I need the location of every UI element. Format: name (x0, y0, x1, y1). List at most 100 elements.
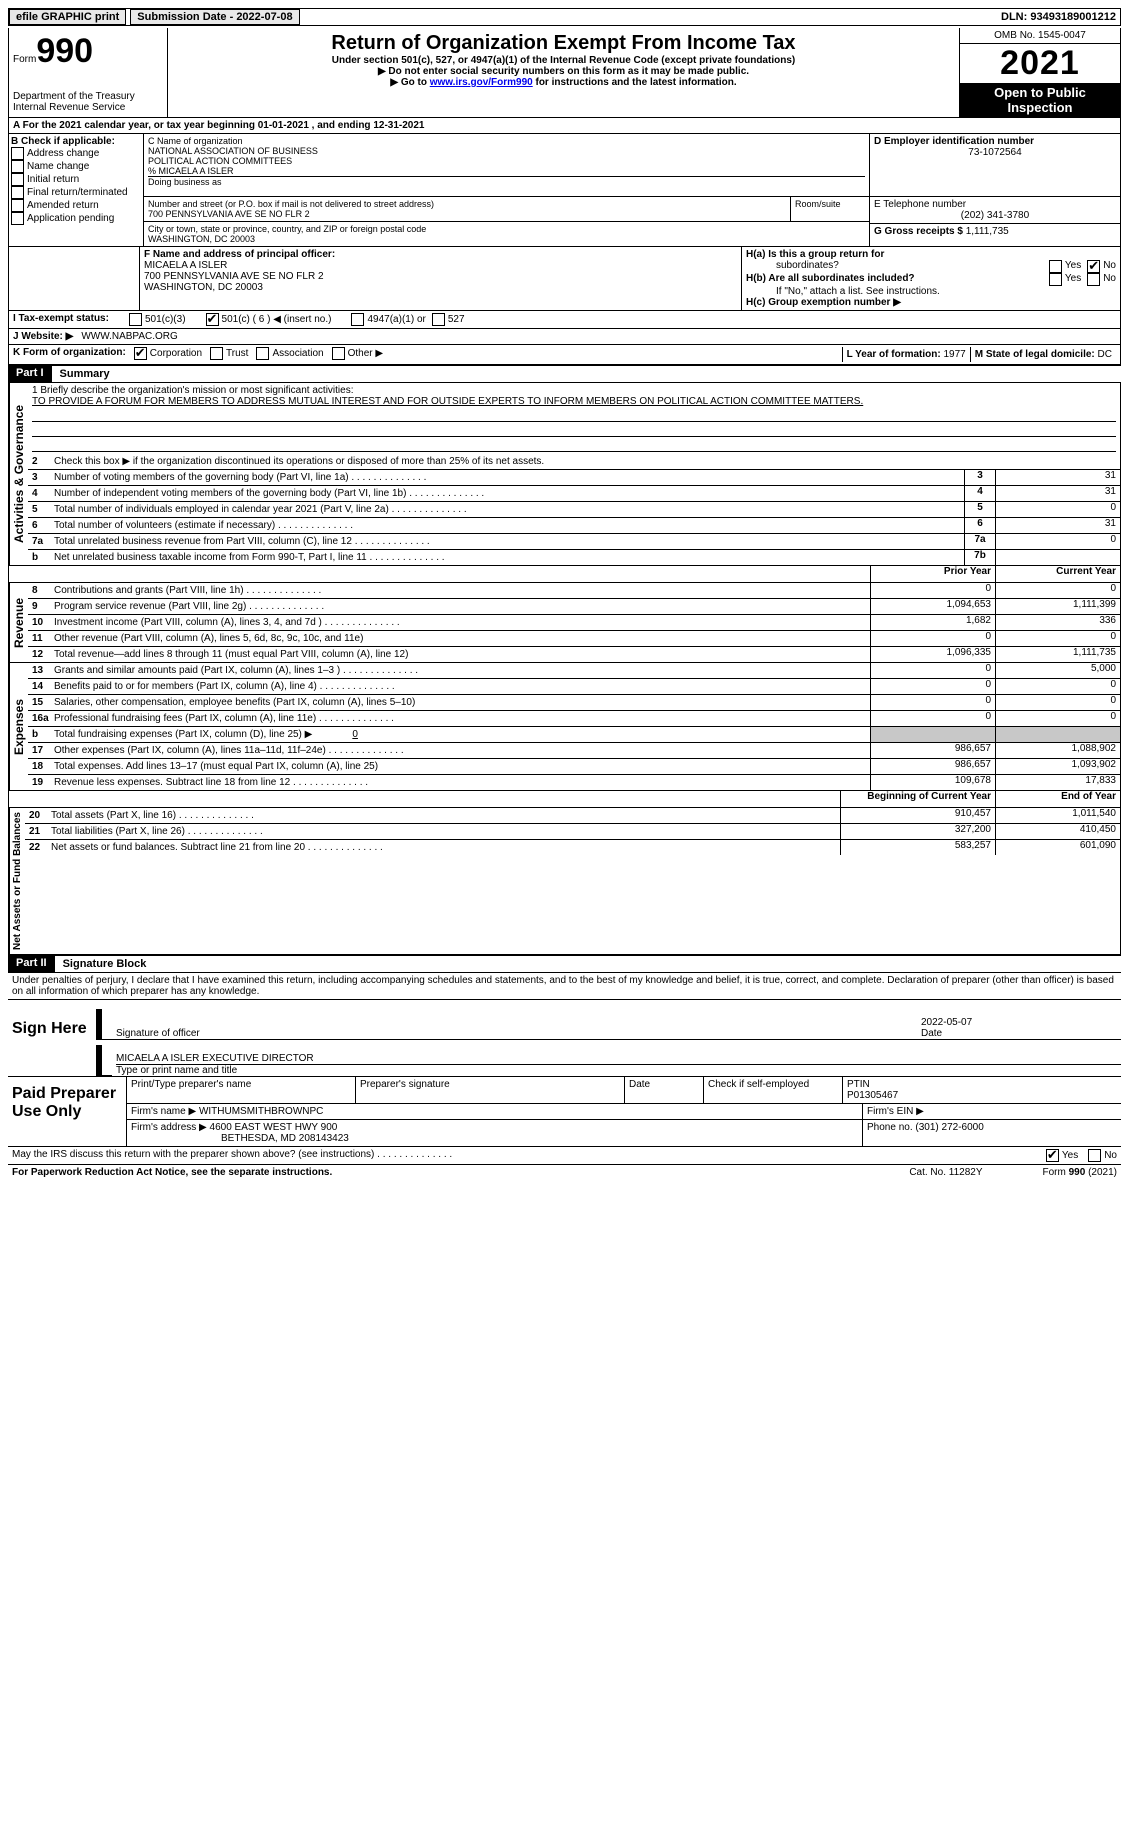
revenue-tab: Revenue (9, 583, 28, 662)
yes-label: Yes (1065, 260, 1081, 273)
hc-label: H(c) Group exemption number ▶ (746, 297, 1116, 308)
l16b-val: 0 (312, 729, 398, 740)
expenses-tab: Expenses (9, 663, 28, 790)
b-item: Name change (27, 161, 89, 172)
no-label: No (1103, 273, 1116, 286)
discuss-row: May the IRS discuss this return with the… (8, 1147, 1121, 1165)
c-name-label: C Name of organization (148, 136, 865, 146)
l11: Other revenue (Part VIII, column (A), li… (54, 633, 866, 644)
klm-row: K Form of organization: Corporation Trus… (8, 345, 1121, 365)
page-footer: For Paperwork Reduction Act Notice, see … (8, 1165, 1121, 1180)
line5: Total number of individuals employed in … (54, 504, 960, 515)
activities-section: Activities & Governance 1 Briefly descri… (8, 383, 1121, 565)
p19: 109,678 (870, 775, 995, 790)
i-527: 527 (448, 314, 465, 325)
p9: 1,094,653 (870, 599, 995, 614)
paid-preparer-block: Paid Preparer Use Only Print/Type prepar… (8, 1077, 1121, 1147)
pp-sig-label: Preparer's signature (355, 1077, 624, 1103)
sign-here-label: Sign Here (8, 1000, 96, 1076)
v6: 31 (995, 518, 1120, 533)
street-value: 700 PENNSYLVANIA AVE SE NO FLR 2 (148, 209, 786, 219)
line7a: Total unrelated business revenue from Pa… (54, 536, 960, 547)
g-label: G Gross receipts $ (874, 226, 963, 237)
l16b: Total fundraising expenses (Part IX, col… (54, 729, 312, 740)
c11: 0 (995, 631, 1120, 646)
sig-officer-label: Signature of officer (112, 1028, 921, 1040)
mission-label: 1 Briefly describe the organization's mi… (32, 385, 1116, 396)
dba-label: Doing business as (148, 176, 865, 187)
omb: OMB No. 1545-0047 (960, 28, 1120, 44)
l13: Grants and similar amounts paid (Part IX… (54, 665, 866, 676)
form-subtitle: Under section 501(c), 527, or 4947(a)(1)… (172, 55, 955, 66)
ptin-value: P01305467 (847, 1090, 1117, 1101)
ptin-label: PTIN (847, 1079, 1117, 1090)
line4: Number of independent voting members of … (54, 488, 960, 499)
eoy-hdr: End of Year (995, 791, 1120, 807)
firm-name: WITHUMSMITHBROWNPC (199, 1106, 323, 1117)
net-cols-header: X Beginning of Current Year End of Year (8, 791, 1121, 808)
l12: Total revenue—add lines 8 through 11 (mu… (54, 649, 866, 660)
p8: 0 (870, 583, 995, 598)
c12: 1,111,735 (995, 647, 1120, 662)
p13: 0 (870, 663, 995, 678)
net-tab: Net Assets or Fund Balances (9, 808, 25, 954)
c17: 1,088,902 (995, 743, 1120, 758)
v7b (995, 550, 1120, 565)
boy-hdr: Beginning of Current Year (840, 791, 995, 807)
irs-label: Internal Revenue Service (13, 102, 163, 113)
e22: 601,090 (995, 840, 1120, 855)
pra-notice: For Paperwork Reduction Act Notice, see … (12, 1167, 332, 1178)
officer-addr1: 700 PENNSYLVANIA AVE SE NO FLR 2 (144, 271, 737, 282)
phone-value: (202) 341-3780 (874, 210, 1116, 221)
e21: 410,450 (995, 824, 1120, 839)
part1-label: Part I (8, 365, 52, 383)
pp-self-emp: Check if self-employed (708, 1079, 809, 1090)
v4: 31 (995, 486, 1120, 501)
b-item: Final return/terminated (27, 187, 128, 198)
firm-addr1: 4600 EAST WEST HWY 900 (210, 1122, 338, 1133)
street-label: Number and street (or P.O. box if mail i… (148, 199, 786, 209)
goto-pre: ▶ Go to (390, 77, 429, 88)
line7b: Net unrelated business taxable income fr… (54, 552, 960, 563)
i-501c3: 501(c)(3) (145, 314, 186, 325)
k-label: K Form of organization: (13, 347, 126, 362)
city-value: WASHINGTON, DC 20003 (148, 234, 865, 244)
v5: 0 (995, 502, 1120, 517)
revenue-section: Revenue 8Contributions and grants (Part … (8, 583, 1121, 663)
perjury-text: Under penalties of perjury, I declare th… (8, 973, 1121, 1000)
year-formation: 1977 (943, 349, 965, 360)
b-label: B Check if applicable: (11, 136, 141, 147)
c19: 17,833 (995, 775, 1120, 790)
sig-date: 2022-05-07 (921, 1017, 1121, 1028)
tax-year: 2021 (960, 44, 1120, 83)
c15: 0 (995, 695, 1120, 710)
k-assoc: Association (272, 348, 323, 359)
gross-receipts: 1,111,735 (966, 226, 1009, 237)
website-value: WWW.NABPAC.ORG (81, 331, 177, 342)
p10: 1,682 (870, 615, 995, 630)
c9: 1,111,399 (995, 599, 1120, 614)
l8: Contributions and grants (Part VIII, lin… (54, 585, 866, 596)
firm-phone-label: Phone no. (867, 1122, 913, 1133)
efile-button[interactable]: efile GRAPHIC print (9, 9, 126, 25)
discuss-text: May the IRS discuss this return with the… (12, 1149, 1046, 1162)
e20: 1,011,540 (995, 808, 1120, 823)
officer-name: MICAELA A ISLER (144, 260, 737, 271)
website-row: J Website: ▶ WWW.NABPAC.ORG (8, 329, 1121, 345)
city-label: City or town, state or province, country… (148, 224, 865, 234)
officer-addr2: WASHINGTON, DC 20003 (144, 282, 737, 293)
c8: 0 (995, 583, 1120, 598)
discuss-no: No (1104, 1150, 1117, 1161)
i-501c: 501(c) ( 6 ) ◀ (insert no.) (222, 314, 332, 325)
irs-link[interactable]: www.irs.gov/Form990 (430, 77, 533, 88)
line-a: A For the 2021 calendar year, or tax yea… (8, 118, 1121, 134)
l14: Benefits paid to or for members (Part IX… (54, 681, 866, 692)
open-inspection: Open to Public Inspection (960, 83, 1120, 117)
b20: 910,457 (840, 808, 995, 823)
ha-label: H(a) Is this a group return for (746, 249, 884, 260)
care-of: % MICAELA A ISLER (148, 166, 865, 176)
form-header: Form990 Department of the Treasury Inter… (8, 28, 1121, 118)
goto-post: for instructions and the latest informat… (533, 77, 737, 88)
v3: 31 (995, 470, 1120, 485)
current-year-hdr: Current Year (995, 566, 1120, 582)
